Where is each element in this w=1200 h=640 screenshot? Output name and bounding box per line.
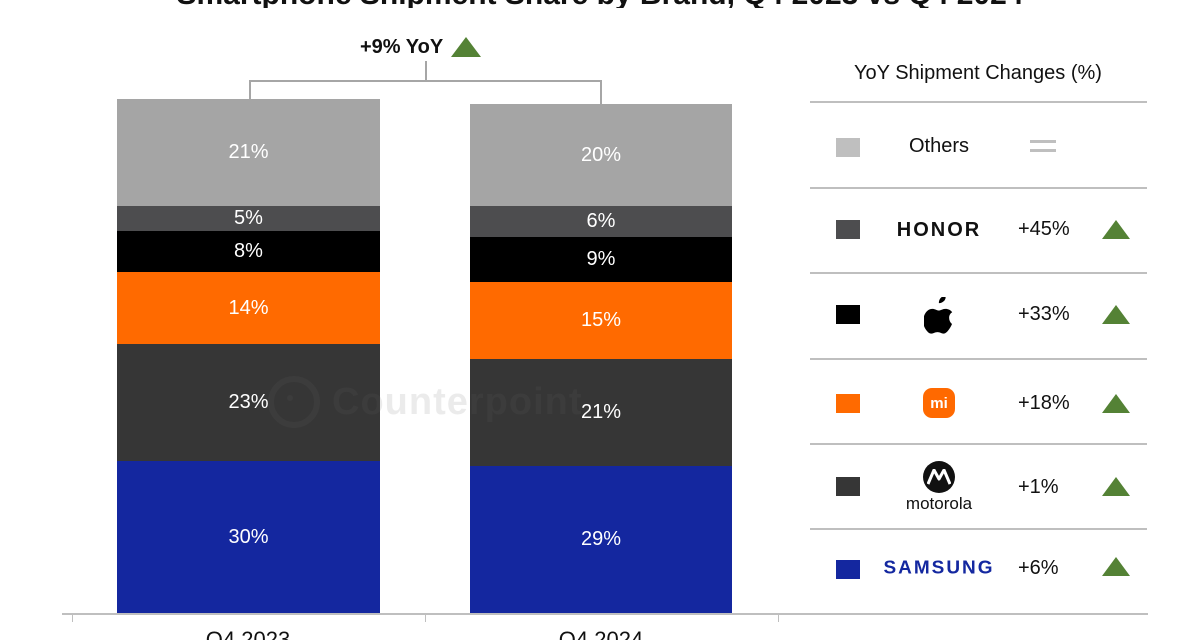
segment-honor: 6%: [470, 206, 732, 237]
legend-swatch-motorola: [836, 477, 860, 496]
x-axis-tick: [425, 614, 426, 622]
triangle-up-icon: [1102, 305, 1130, 329]
segment-label: 9%: [586, 248, 616, 270]
segment-label: 8%: [234, 240, 263, 262]
segment-apple: 9%: [470, 237, 732, 282]
motorola-logo-icon: [922, 460, 955, 493]
yoy-change-motorola: +1%: [1018, 476, 1059, 498]
bar-q4-2023: 21% 5% 8% 14% 23% 30%: [117, 99, 380, 613]
legend-divider: [810, 187, 1147, 189]
triangle-up-icon: [1102, 220, 1130, 244]
legend-swatch-samsung: [836, 560, 860, 579]
x-axis-tick: [778, 614, 779, 622]
brand-logo-honor: HONOR: [880, 216, 998, 244]
equals-icon: [1030, 140, 1056, 152]
triangle-up-icon: [1102, 394, 1130, 418]
legend-row-others: Others: [810, 102, 1147, 187]
bracket-stem: [425, 61, 427, 81]
yoy-change-honor: +45%: [1018, 218, 1070, 240]
brand-label-samsung: SAMSUNG: [883, 558, 995, 579]
legend-divider: [810, 101, 1147, 103]
brand-logo-apple: [880, 293, 998, 339]
legend-row-xiaomi: mi +18%: [810, 359, 1147, 444]
brand-logo-motorola: motorola: [880, 458, 998, 516]
bar-q4-2024: 20% 6% 9% 15% 21% 29%: [470, 104, 732, 613]
x-axis-tick: [72, 614, 73, 622]
legend-title: YoY Shipment Changes (%): [854, 62, 1102, 84]
brand-label-others: Others: [908, 134, 970, 157]
segment-label: 5%: [234, 207, 263, 229]
segment-samsung: 30%: [117, 461, 380, 613]
yoy-total-annotation: +9% YoY: [360, 34, 482, 60]
segment-label: 29%: [580, 528, 622, 550]
bracket-bar: [249, 80, 601, 82]
legend-swatch-honor: [836, 220, 860, 239]
segment-apple: 8%: [117, 231, 380, 272]
bracket-right-leg: [600, 80, 602, 104]
xiaomi-logo-icon: mi: [923, 388, 955, 418]
chart-title: Smartphone Shipment Share by Brand, Q4 2…: [0, 0, 1200, 8]
xiaomi-logo-text: mi: [930, 394, 948, 412]
x-axis-label-q4-2024: Q4 2024: [558, 627, 644, 640]
legend-divider: [810, 443, 1147, 445]
legend-divider: [810, 272, 1147, 274]
segment-xiaomi: 14%: [117, 272, 380, 344]
segment-xiaomi: 15%: [470, 282, 732, 359]
segment-label: 30%: [228, 525, 269, 548]
legend-row-motorola: motorola +1%: [810, 444, 1147, 529]
legend-swatch-others: [836, 138, 860, 157]
legend-divider: [810, 528, 1147, 530]
brand-logo-xiaomi: mi: [880, 387, 998, 419]
legend-swatch-apple: [836, 305, 860, 324]
segment-label: 15%: [580, 309, 622, 331]
triangle-up-icon: [1102, 477, 1130, 501]
triangle-up-icon: [1102, 557, 1130, 581]
segment-label: 20%: [580, 143, 622, 166]
segment-others: 21%: [117, 99, 380, 206]
segment-label: 6%: [586, 210, 616, 232]
segment-others: 20%: [470, 104, 732, 206]
segment-label: 23%: [228, 391, 269, 413]
segment-motorola: 23%: [117, 344, 380, 461]
brand-label-motorola: motorola: [905, 493, 973, 513]
segment-honor: 5%: [117, 206, 380, 231]
segment-label: 21%: [580, 401, 622, 423]
yoy-change-xiaomi: +18%: [1018, 392, 1070, 414]
bracket-left-leg: [249, 80, 251, 100]
legend-row-samsung: SAMSUNG +6%: [810, 529, 1147, 614]
yoy-change-samsung: +6%: [1018, 557, 1059, 579]
segment-samsung: 29%: [470, 466, 732, 613]
legend-divider: [810, 358, 1147, 360]
segment-motorola: 21%: [470, 359, 732, 466]
x-axis-label-q4-2023: Q4 2023: [205, 627, 291, 640]
brand-logo-samsung: SAMSUNG: [880, 555, 998, 583]
x-axis-line: [62, 613, 1148, 615]
brand-label-honor: HONOR: [896, 218, 982, 241]
legend-row-honor: HONOR +45%: [810, 188, 1147, 273]
brand-others: Others: [880, 133, 998, 159]
legend-swatch-xiaomi: [836, 394, 860, 413]
yoy-total-label: +9% YoY: [360, 35, 444, 58]
legend-row-apple: +33%: [810, 273, 1147, 358]
segment-label: 21%: [228, 141, 269, 163]
segment-label: 14%: [228, 296, 269, 319]
yoy-change-apple: +33%: [1018, 303, 1070, 325]
apple-logo-icon: [924, 297, 953, 334]
triangle-up-icon: [451, 37, 482, 57]
